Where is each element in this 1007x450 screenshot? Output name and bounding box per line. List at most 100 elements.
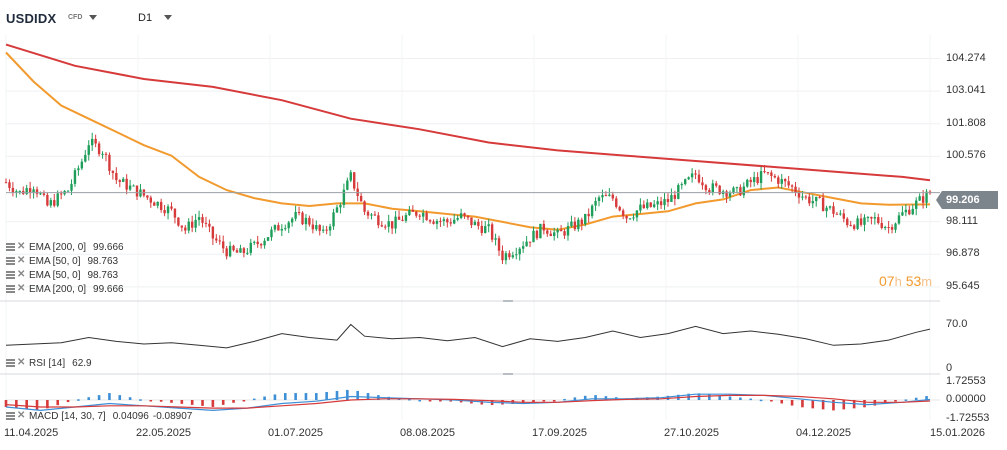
- close-icon[interactable]: ✕: [17, 357, 26, 368]
- close-icon[interactable]: ✕: [17, 283, 26, 294]
- candle-body: [573, 221, 577, 230]
- ema-legend-row: ✕ EMA [50, 0] 98.763: [6, 254, 118, 268]
- candle-body: [349, 172, 352, 181]
- panel-resize-handle: [503, 373, 513, 375]
- candle-body: [80, 161, 84, 169]
- candle-body: [70, 183, 73, 191]
- close-icon[interactable]: ✕: [17, 269, 26, 280]
- candle-body: [18, 190, 21, 192]
- candle-body: [542, 223, 546, 231]
- candle-body: [363, 201, 366, 212]
- candle-body: [763, 171, 766, 173]
- candle-body: [656, 201, 659, 205]
- candle-body: [680, 184, 683, 186]
- countdown-hours-unit: h: [894, 274, 902, 289]
- candle-body: [156, 201, 159, 206]
- candle-body: [46, 194, 49, 206]
- panel-resize-handle: [503, 300, 513, 302]
- menu-icon[interactable]: [6, 271, 15, 279]
- macd-histogram-bar: [542, 400, 546, 402]
- ema-legend-value: 99.666: [93, 283, 124, 295]
- candle-body: [259, 244, 263, 246]
- candle-body: [828, 206, 832, 208]
- candle-body: [339, 204, 342, 208]
- macd-histogram-bar: [811, 400, 815, 409]
- candle-body: [218, 240, 221, 242]
- candle-body: [652, 204, 656, 207]
- macd-histogram-bar: [718, 395, 721, 400]
- macd-histogram-bar: [583, 395, 587, 400]
- macd-histogram-bar: [346, 389, 349, 400]
- candle-body: [601, 195, 604, 198]
- candle-body: [604, 195, 608, 197]
- macd-histogram-bar: [97, 395, 101, 400]
- time-tick-label: 17.09.2025: [532, 427, 588, 439]
- candle-body: [863, 217, 866, 225]
- macd-histogram-bar: [780, 400, 784, 404]
- candle-body: [594, 200, 597, 206]
- macd-histogram-bar: [180, 400, 184, 404]
- rsi-path: [5, 323, 931, 349]
- ema-legend-params: [50, 0]: [52, 255, 81, 267]
- candle-body: [804, 196, 808, 198]
- candle-body: [184, 227, 187, 231]
- candle-body: [856, 218, 859, 229]
- candle-body: [649, 202, 652, 207]
- time-tick-label: 08.08.2025: [400, 427, 456, 439]
- candle-body: [49, 200, 53, 206]
- menu-icon[interactable]: [6, 243, 15, 251]
- macd-histogram-bar: [170, 400, 173, 403]
- candle-body: [897, 215, 901, 224]
- macd-histogram-bar: [4, 400, 8, 407]
- macd-histogram-bar: [739, 397, 742, 400]
- macd-histogram-bar: [428, 400, 432, 402]
- candle-body: [435, 220, 439, 224]
- candle-body: [380, 225, 384, 227]
- candle-body: [335, 207, 339, 213]
- symbol-label[interactable]: USDIDX: [6, 11, 57, 26]
- close-icon[interactable]: ✕: [17, 255, 26, 266]
- time-tick-label: 27.10.2025: [664, 427, 720, 439]
- candle-body: [473, 221, 477, 226]
- candle-body: [701, 182, 704, 186]
- timeframe-dropdown-icon[interactable]: [164, 15, 172, 20]
- menu-icon[interactable]: [6, 285, 15, 293]
- candle-body: [549, 233, 552, 237]
- time-tick-label: 15.01.2026: [930, 427, 986, 439]
- candle-body: [708, 190, 711, 193]
- candle-body: [135, 185, 139, 197]
- candle-body: [625, 215, 628, 219]
- macd-histogram-bar: [283, 393, 287, 400]
- candle-body: [153, 202, 156, 206]
- price-tick-label: 96.878: [946, 247, 980, 260]
- menu-icon[interactable]: [6, 257, 15, 265]
- close-icon[interactable]: ✕: [17, 241, 26, 252]
- candle-body: [742, 186, 746, 196]
- candle-body: [590, 205, 594, 217]
- menu-icon[interactable]: [6, 359, 15, 367]
- candle-body: [873, 217, 877, 219]
- candle-body: [732, 187, 735, 194]
- timeframe-selector[interactable]: D1: [138, 12, 153, 24]
- candle-body: [25, 188, 28, 194]
- candle-body: [215, 238, 218, 241]
- symbol-dropdown-icon[interactable]: [89, 15, 97, 20]
- panel-separators[interactable]: [0, 300, 940, 375]
- macd-histogram-bar: [832, 400, 835, 411]
- candle-body: [883, 226, 887, 228]
- chart-toolbar: USDIDX CFD D1: [0, 0, 1007, 34]
- candle-body: [235, 250, 239, 253]
- menu-icon[interactable]: [6, 412, 15, 420]
- candle-body: [704, 185, 708, 191]
- candle-body: [277, 225, 280, 231]
- candle-body: [204, 222, 208, 224]
- candle-body: [421, 212, 425, 217]
- candle-body: [104, 153, 108, 155]
- close-icon[interactable]: ✕: [17, 410, 26, 421]
- macd-histogram-bar: [863, 400, 866, 408]
- candle-body: [535, 230, 539, 239]
- candle-body: [894, 223, 897, 230]
- candle-body: [315, 225, 318, 230]
